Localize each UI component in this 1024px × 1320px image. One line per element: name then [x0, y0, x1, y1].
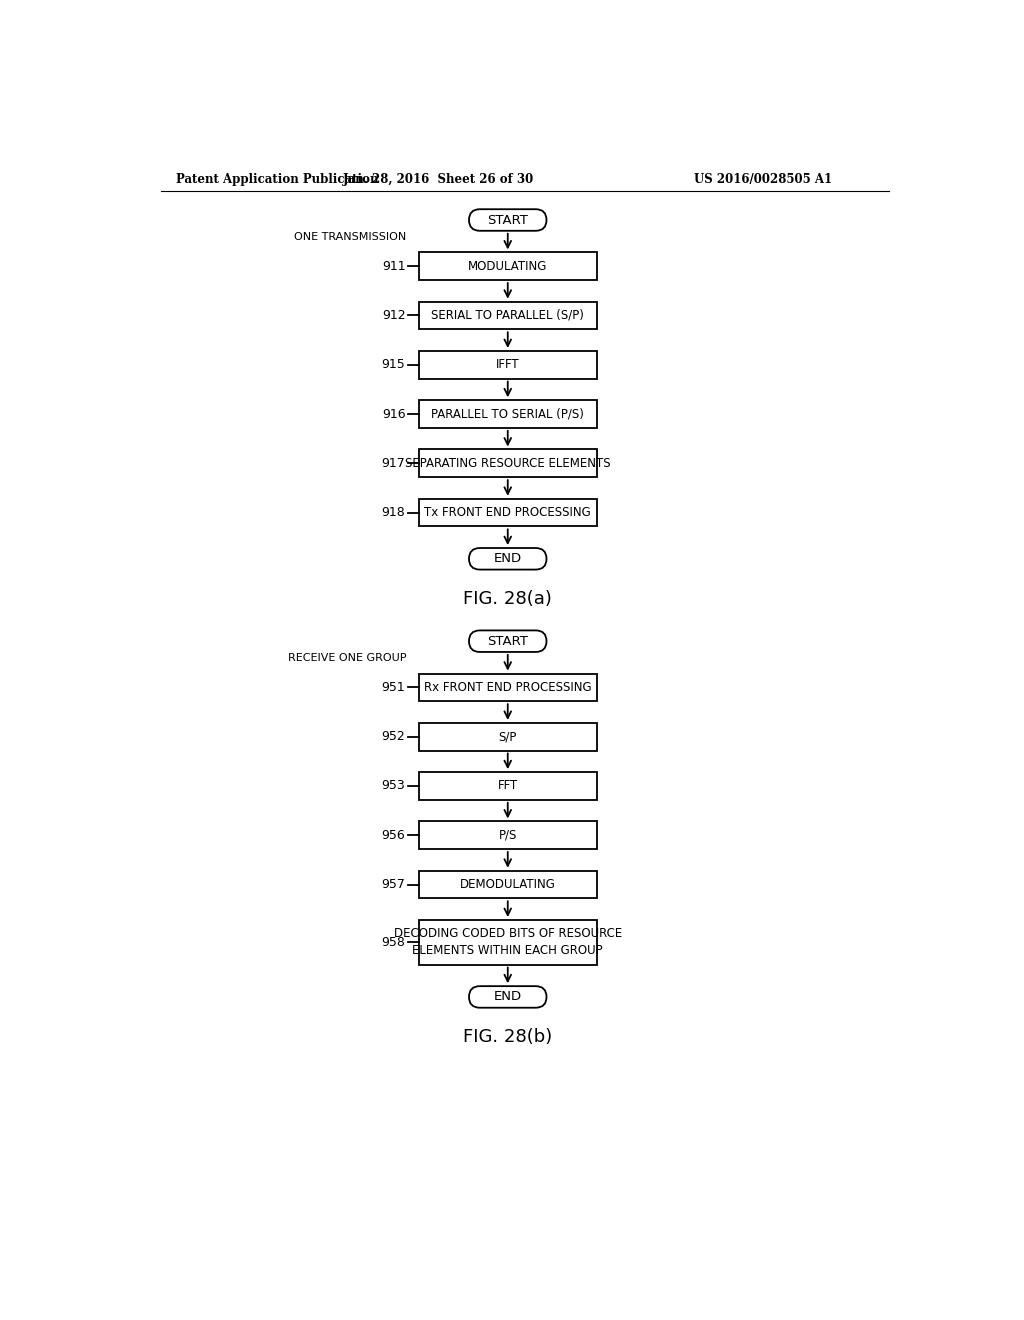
FancyBboxPatch shape: [419, 400, 597, 428]
Text: SEPARATING RESOURCE ELEMENTS: SEPARATING RESOURCE ELEMENTS: [404, 457, 610, 470]
FancyBboxPatch shape: [419, 252, 597, 280]
Text: 951: 951: [382, 681, 406, 694]
Text: Jan. 28, 2016  Sheet 26 of 30: Jan. 28, 2016 Sheet 26 of 30: [342, 173, 534, 186]
Text: Rx FRONT END PROCESSING: Rx FRONT END PROCESSING: [424, 681, 592, 694]
Text: 915: 915: [382, 358, 406, 371]
FancyBboxPatch shape: [469, 986, 547, 1007]
FancyBboxPatch shape: [419, 772, 597, 800]
Text: 953: 953: [382, 779, 406, 792]
Text: S/P: S/P: [499, 730, 517, 743]
Text: FFT: FFT: [498, 779, 518, 792]
FancyBboxPatch shape: [419, 871, 597, 899]
FancyBboxPatch shape: [419, 449, 597, 478]
Text: DEMODULATING: DEMODULATING: [460, 878, 556, 891]
Text: END: END: [494, 990, 522, 1003]
FancyBboxPatch shape: [419, 920, 597, 965]
Text: 957: 957: [382, 878, 406, 891]
Text: MODULATING: MODULATING: [468, 260, 548, 273]
Text: Patent Application Publication: Patent Application Publication: [176, 173, 379, 186]
Text: END: END: [494, 552, 522, 565]
FancyBboxPatch shape: [419, 673, 597, 701]
Text: 917: 917: [382, 457, 406, 470]
FancyBboxPatch shape: [419, 821, 597, 849]
Text: START: START: [487, 214, 528, 227]
FancyBboxPatch shape: [419, 499, 597, 527]
Text: 918: 918: [382, 506, 406, 519]
FancyBboxPatch shape: [419, 302, 597, 330]
FancyBboxPatch shape: [469, 209, 547, 231]
Text: 916: 916: [382, 408, 406, 421]
Text: P/S: P/S: [499, 829, 517, 842]
Text: ONE TRANSMISSION: ONE TRANSMISSION: [294, 232, 407, 242]
FancyBboxPatch shape: [469, 548, 547, 570]
FancyBboxPatch shape: [469, 631, 547, 652]
Text: DECODING CODED BITS OF RESOURCE
ELEMENTS WITHIN EACH GROUP: DECODING CODED BITS OF RESOURCE ELEMENTS…: [393, 927, 622, 957]
Text: US 2016/0028505 A1: US 2016/0028505 A1: [693, 173, 831, 186]
Text: SERIAL TO PARALLEL (S/P): SERIAL TO PARALLEL (S/P): [431, 309, 584, 322]
Text: 912: 912: [382, 309, 406, 322]
Text: 958: 958: [382, 936, 406, 949]
Text: PARALLEL TO SERIAL (P/S): PARALLEL TO SERIAL (P/S): [431, 408, 584, 421]
Text: 911: 911: [382, 260, 406, 273]
Text: IFFT: IFFT: [496, 358, 519, 371]
Text: FIG. 28(a): FIG. 28(a): [463, 590, 552, 607]
Text: 952: 952: [382, 730, 406, 743]
Text: FIG. 28(b): FIG. 28(b): [463, 1028, 552, 1045]
Text: START: START: [487, 635, 528, 648]
FancyBboxPatch shape: [419, 351, 597, 379]
FancyBboxPatch shape: [419, 723, 597, 751]
Text: 956: 956: [382, 829, 406, 842]
Text: Tx FRONT END PROCESSING: Tx FRONT END PROCESSING: [424, 506, 591, 519]
Text: RECEIVE ONE GROUP: RECEIVE ONE GROUP: [288, 653, 407, 663]
